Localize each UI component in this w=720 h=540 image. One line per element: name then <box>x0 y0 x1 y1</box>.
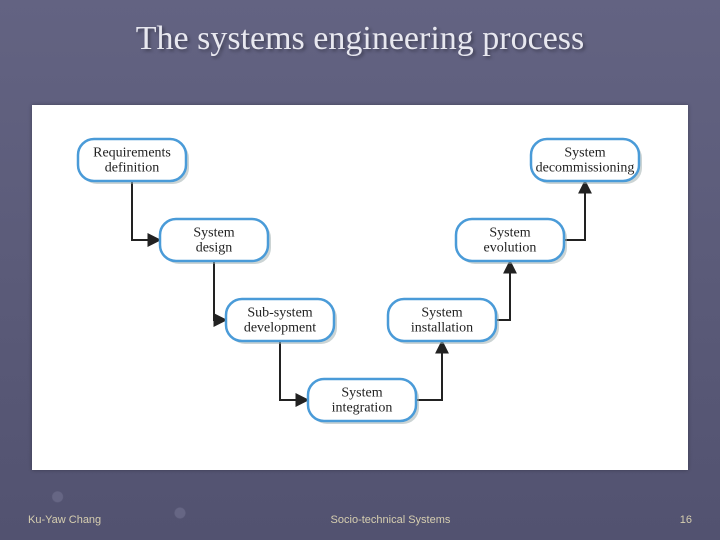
edge-evo-dec <box>564 181 585 240</box>
nodes-group: Requirementsdefinition Systemdesign Sub-sy… <box>78 139 642 424</box>
edge-int-inst <box>416 341 442 400</box>
edge-req-des <box>132 181 160 240</box>
edges-group <box>132 181 585 400</box>
node-label-sub: Sub-systemdevelopment <box>244 306 316 336</box>
footer-author: Ku-Yaw Chang <box>28 514 101 526</box>
edge-sub-int <box>280 341 308 400</box>
footer-subject: Socio-technical Systems <box>331 514 451 526</box>
slide-title: The systems engineering process <box>0 20 720 58</box>
node-dec: Systemdecommissioning <box>531 139 642 184</box>
node-sub: Sub-systemdevelopment <box>226 299 337 344</box>
edge-inst-evo <box>496 261 510 320</box>
diagram-panel: Requirementsdefinition Systemdesign Sub-sy… <box>32 105 688 470</box>
footer-page-number: 16 <box>680 514 692 526</box>
node-evo: Systemevolution <box>456 219 567 264</box>
node-label-evo: Systemevolution <box>484 226 537 256</box>
node-req: Requirementsdefinition <box>78 139 189 184</box>
footer: Ku-Yaw Chang Socio-technical Systems 16 <box>28 514 692 526</box>
node-label-des: Systemdesign <box>193 226 234 256</box>
node-inst: Systeminstallation <box>388 299 499 344</box>
edge-des-sub <box>214 261 226 320</box>
node-label-req: Requirementsdefinition <box>93 146 171 176</box>
flowchart-svg: Requirementsdefinition Systemdesign Sub-sy… <box>32 105 688 470</box>
node-int: Systemintegration <box>308 379 419 424</box>
node-des: Systemdesign <box>160 219 271 264</box>
